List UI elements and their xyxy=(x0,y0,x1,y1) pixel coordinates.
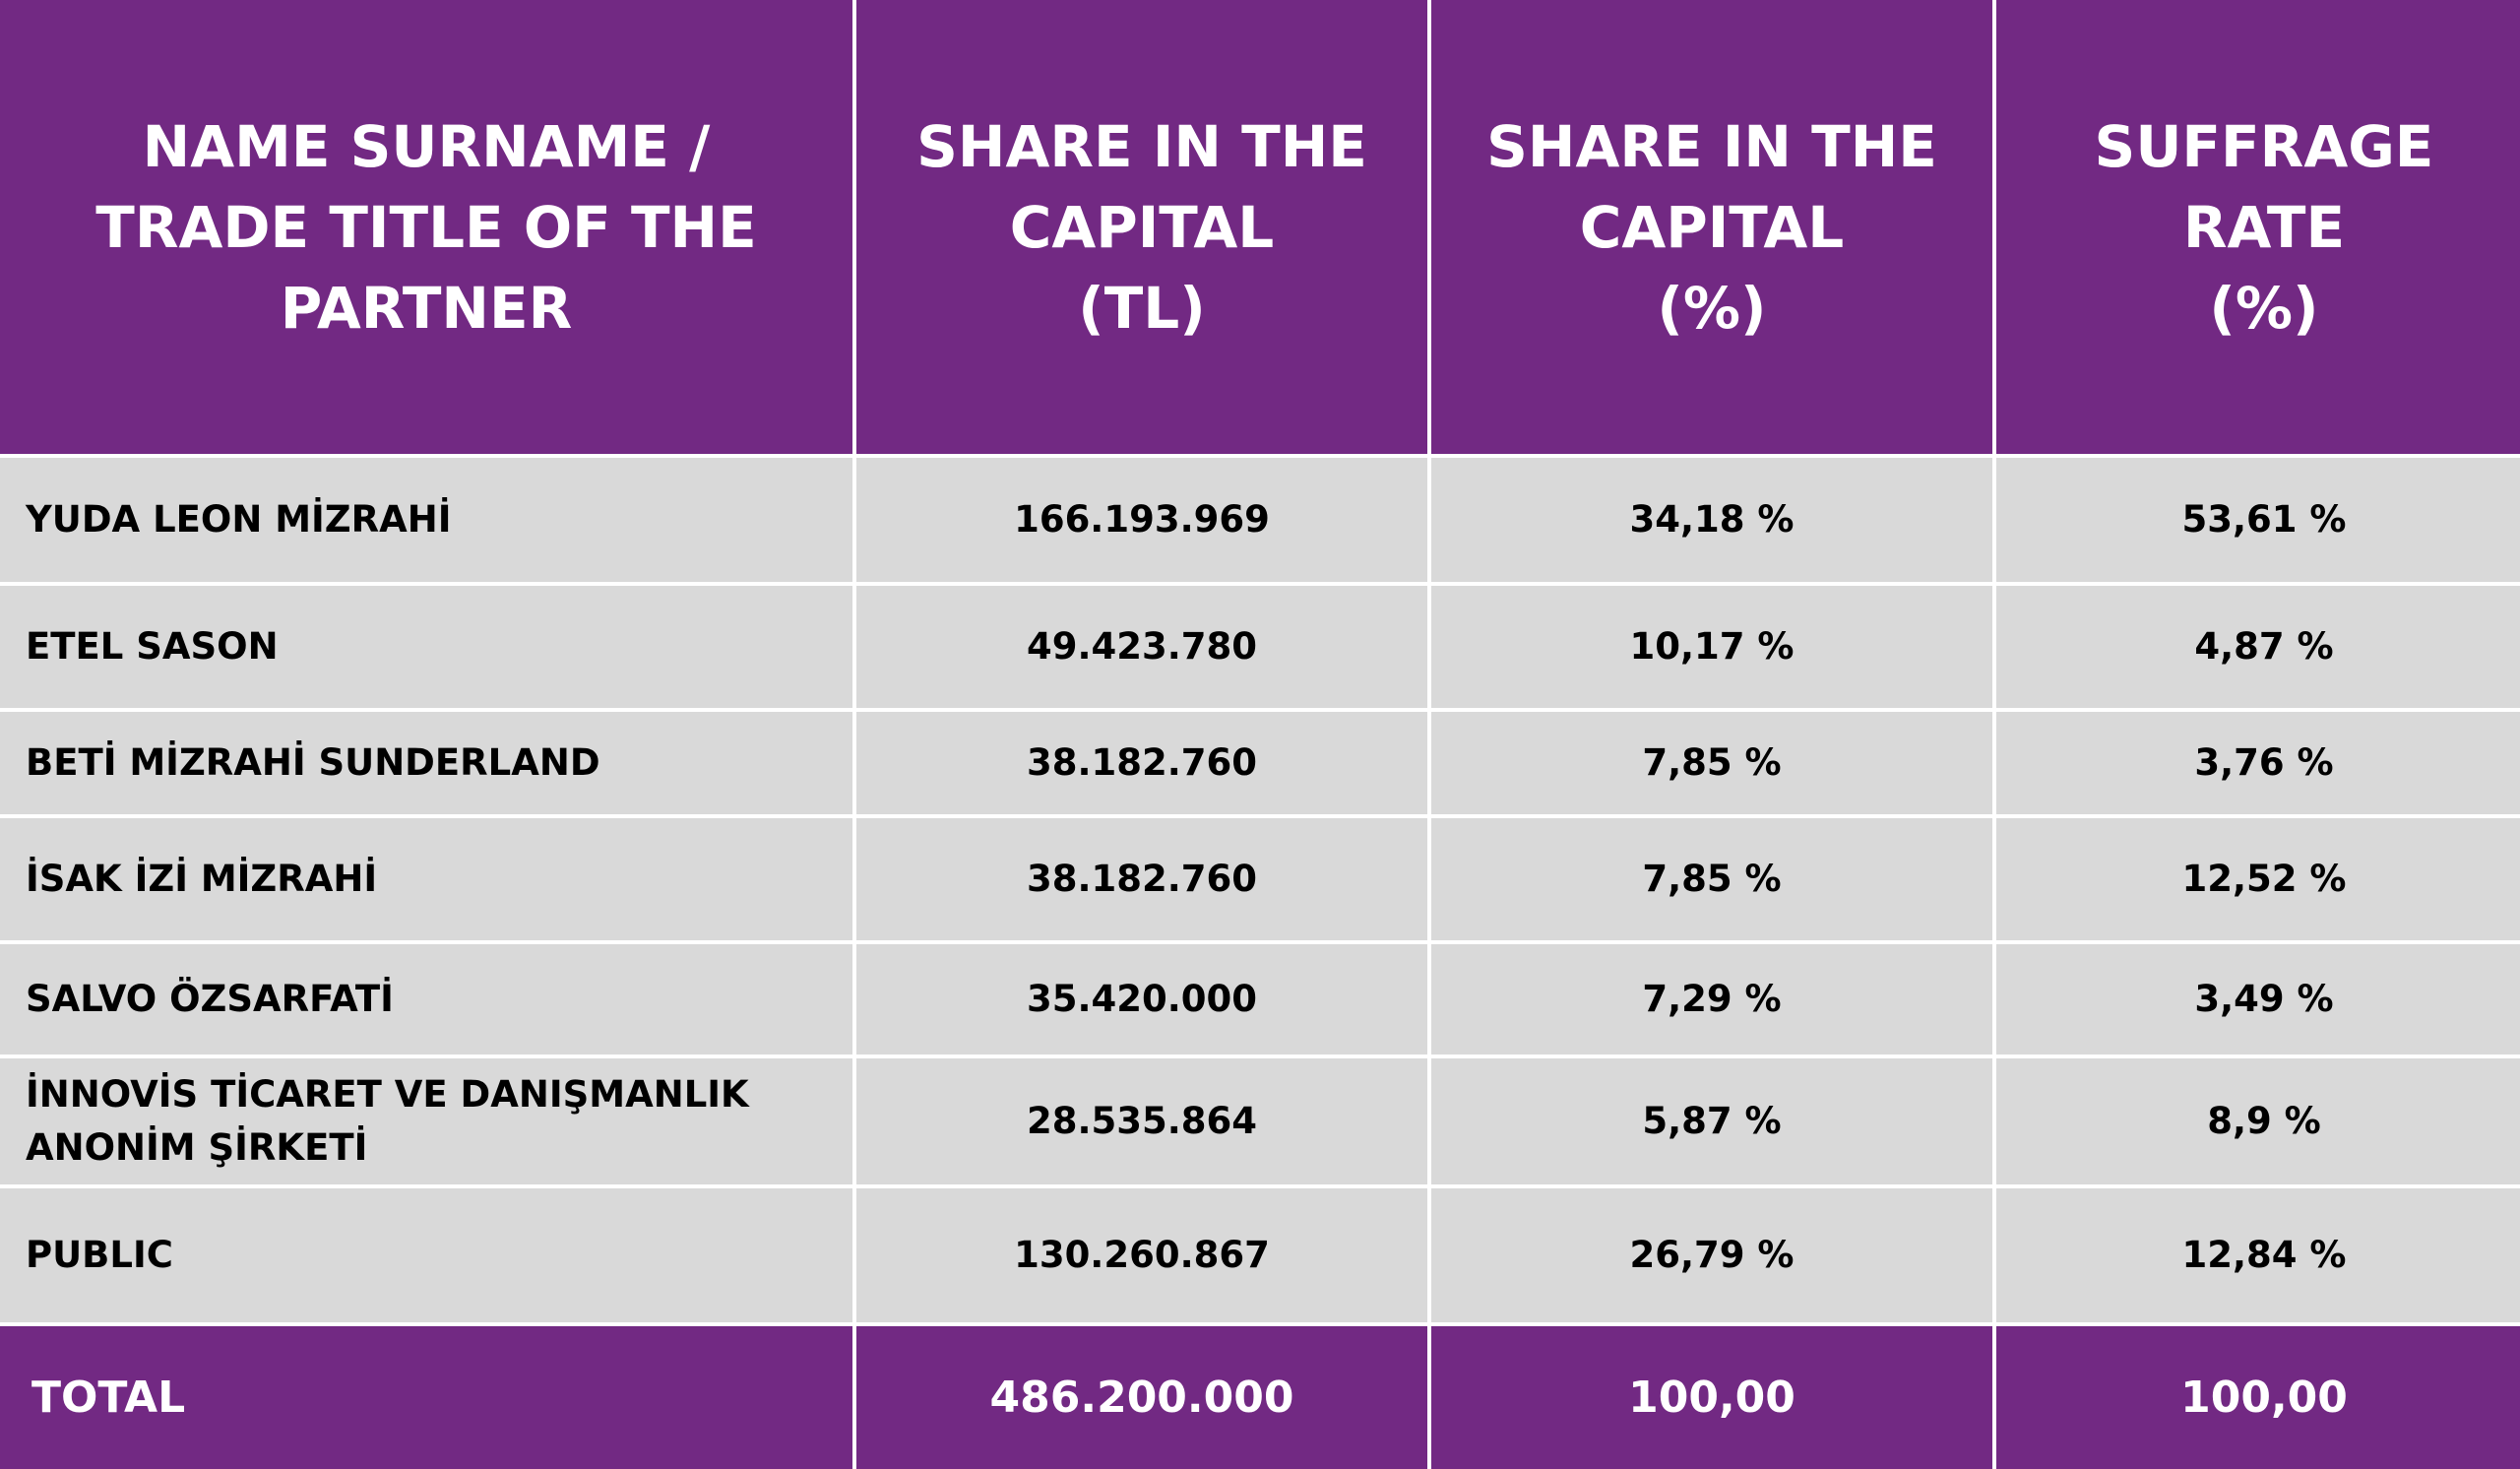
row-5-capital-pct: 7,29 % xyxy=(1431,944,1992,1054)
row-2-capital-tl: 49.423.780 xyxy=(856,586,1427,708)
row-5-capital-tl: 35.420.000 xyxy=(856,944,1427,1054)
row-6-capital-pct: 5,87 % xyxy=(1431,1058,1992,1184)
row-1-capital-pct: 34,18 % xyxy=(1431,458,1992,582)
row-6-capital-tl: 28.535.864 xyxy=(856,1058,1427,1184)
row-5-name: SALVO ÖZSARFATİ xyxy=(0,944,852,1054)
row-2-name: ETEL SASON xyxy=(0,586,852,708)
row-4-suffrage-pct: 12,52 % xyxy=(1996,818,2520,940)
row-3-name: BETİ MİZRAHİ SUNDERLAND xyxy=(0,712,852,814)
row-5-suffrage-pct: 3,49 % xyxy=(1996,944,2520,1054)
row-1-suffrage-pct: 53,61 % xyxy=(1996,458,2520,582)
row-7-suffrage-pct: 12,84 % xyxy=(1996,1188,2520,1322)
total-capital-pct: 100,00 xyxy=(1431,1326,1992,1469)
row-1-name: YUDA LEON MİZRAHİ xyxy=(0,458,852,582)
total-suffrage-pct: 100,00 xyxy=(1996,1326,2520,1469)
row-7-capital-pct: 26,79 % xyxy=(1431,1188,1992,1322)
row-3-suffrage-pct: 3,76 % xyxy=(1996,712,2520,814)
row-3-capital-tl: 38.182.760 xyxy=(856,712,1427,814)
row-4-capital-pct: 7,85 % xyxy=(1431,818,1992,940)
row-3-capital-pct: 7,85 % xyxy=(1431,712,1992,814)
total-capital-tl: 486.200.000 xyxy=(856,1326,1427,1469)
row-2-suffrage-pct: 4,87 % xyxy=(1996,586,2520,708)
row-6-name: İNNOVİS TİCARET VE DANIŞMANLIK ANONİM Şİ… xyxy=(0,1058,852,1184)
row-4-capital-tl: 38.182.760 xyxy=(856,818,1427,940)
header-capital-tl: SHARE IN THE CAPITAL (TL) xyxy=(856,0,1427,454)
header-capital-pct: SHARE IN THE CAPITAL (%) xyxy=(1431,0,1992,454)
row-7-name: PUBLIC xyxy=(0,1188,852,1322)
row-4-name: İSAK İZİ MİZRAHİ xyxy=(0,818,852,940)
header-suffrage-rate: SUFFRAGE RATE (%) xyxy=(1996,0,2520,454)
total-label: TOTAL xyxy=(0,1326,852,1469)
row-1-capital-tl: 166.193.969 xyxy=(856,458,1427,582)
row-6-suffrage-pct: 8,9 % xyxy=(1996,1058,2520,1184)
row-2-capital-pct: 10,17 % xyxy=(1431,586,1992,708)
header-name: NAME SURNAME / TRADE TITLE OF THE PARTNE… xyxy=(0,0,852,454)
row-7-capital-tl: 130.260.867 xyxy=(856,1188,1427,1322)
